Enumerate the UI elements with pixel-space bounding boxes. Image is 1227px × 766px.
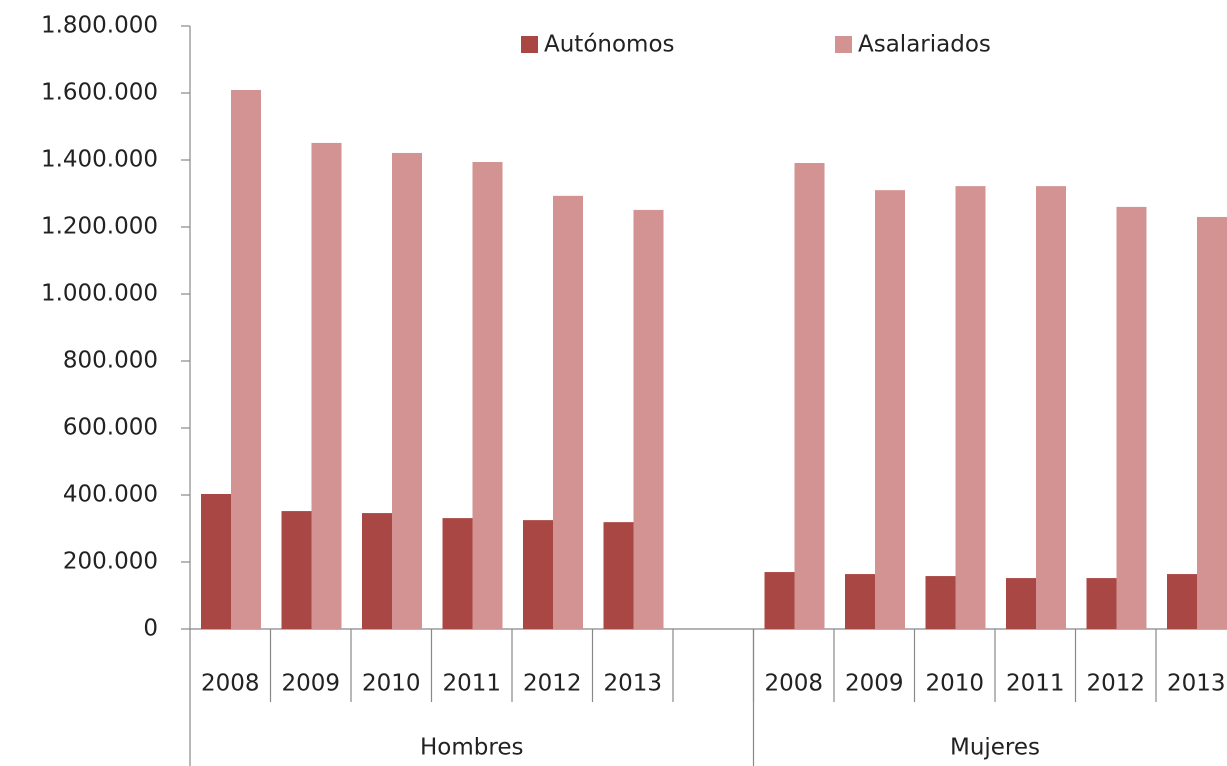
legend-swatch bbox=[835, 36, 852, 53]
bar bbox=[1086, 578, 1117, 629]
x-tick-label: 2009 bbox=[845, 671, 904, 697]
bar bbox=[442, 518, 473, 629]
bar bbox=[925, 576, 956, 629]
legend-label: Autónomos bbox=[544, 32, 675, 58]
bar bbox=[362, 513, 392, 629]
y-tick-label: 1.000.000 bbox=[41, 281, 158, 307]
bar bbox=[201, 493, 231, 629]
y-tick-label: 0 bbox=[143, 616, 158, 642]
y-tick-label: 600.000 bbox=[63, 415, 158, 441]
x-tick-label: 2012 bbox=[1086, 671, 1145, 697]
bar bbox=[231, 89, 261, 630]
x-tick-label: 2011 bbox=[1006, 671, 1065, 697]
bar bbox=[1006, 578, 1036, 629]
x-tick-label: 2008 bbox=[201, 671, 260, 697]
x-tick-label: 2010 bbox=[925, 671, 984, 697]
bar bbox=[523, 520, 553, 629]
bar bbox=[1197, 216, 1227, 629]
group-label: Hombres bbox=[420, 735, 523, 761]
bar bbox=[472, 162, 503, 629]
y-tick-label: 200.000 bbox=[63, 549, 158, 575]
y-tick-label: 800.000 bbox=[63, 348, 158, 374]
bar bbox=[1036, 186, 1066, 629]
x-tick-label: 2008 bbox=[764, 671, 823, 697]
x-tick-label: 2009 bbox=[281, 671, 340, 697]
y-tick-label: 1.200.000 bbox=[41, 214, 158, 240]
bar bbox=[1116, 206, 1147, 629]
bar bbox=[392, 152, 422, 629]
y-tick-label: 1.800.000 bbox=[41, 13, 158, 39]
x-tick-label: 2013 bbox=[603, 671, 662, 697]
bar bbox=[794, 163, 825, 629]
bar bbox=[845, 574, 875, 629]
bar bbox=[603, 522, 634, 629]
bar bbox=[1167, 574, 1197, 629]
y-tick-label: 1.600.000 bbox=[41, 80, 158, 106]
bar bbox=[553, 195, 583, 629]
x-tick-label: 2013 bbox=[1167, 671, 1226, 697]
bar bbox=[311, 142, 342, 630]
bar bbox=[875, 190, 905, 629]
y-tick-label: 400.000 bbox=[63, 482, 158, 508]
group-label: Mujeres bbox=[950, 735, 1040, 761]
y-tick-label: 1.400.000 bbox=[41, 147, 158, 173]
x-tick-label: 2011 bbox=[442, 671, 501, 697]
bar bbox=[281, 511, 312, 629]
legend-swatch bbox=[521, 36, 538, 53]
x-tick-label: 2012 bbox=[523, 671, 582, 697]
legend-label: Asalariados bbox=[858, 32, 991, 58]
bar bbox=[633, 209, 664, 630]
bar bbox=[955, 186, 986, 629]
bar bbox=[764, 572, 795, 629]
x-tick-label: 2010 bbox=[362, 671, 421, 697]
